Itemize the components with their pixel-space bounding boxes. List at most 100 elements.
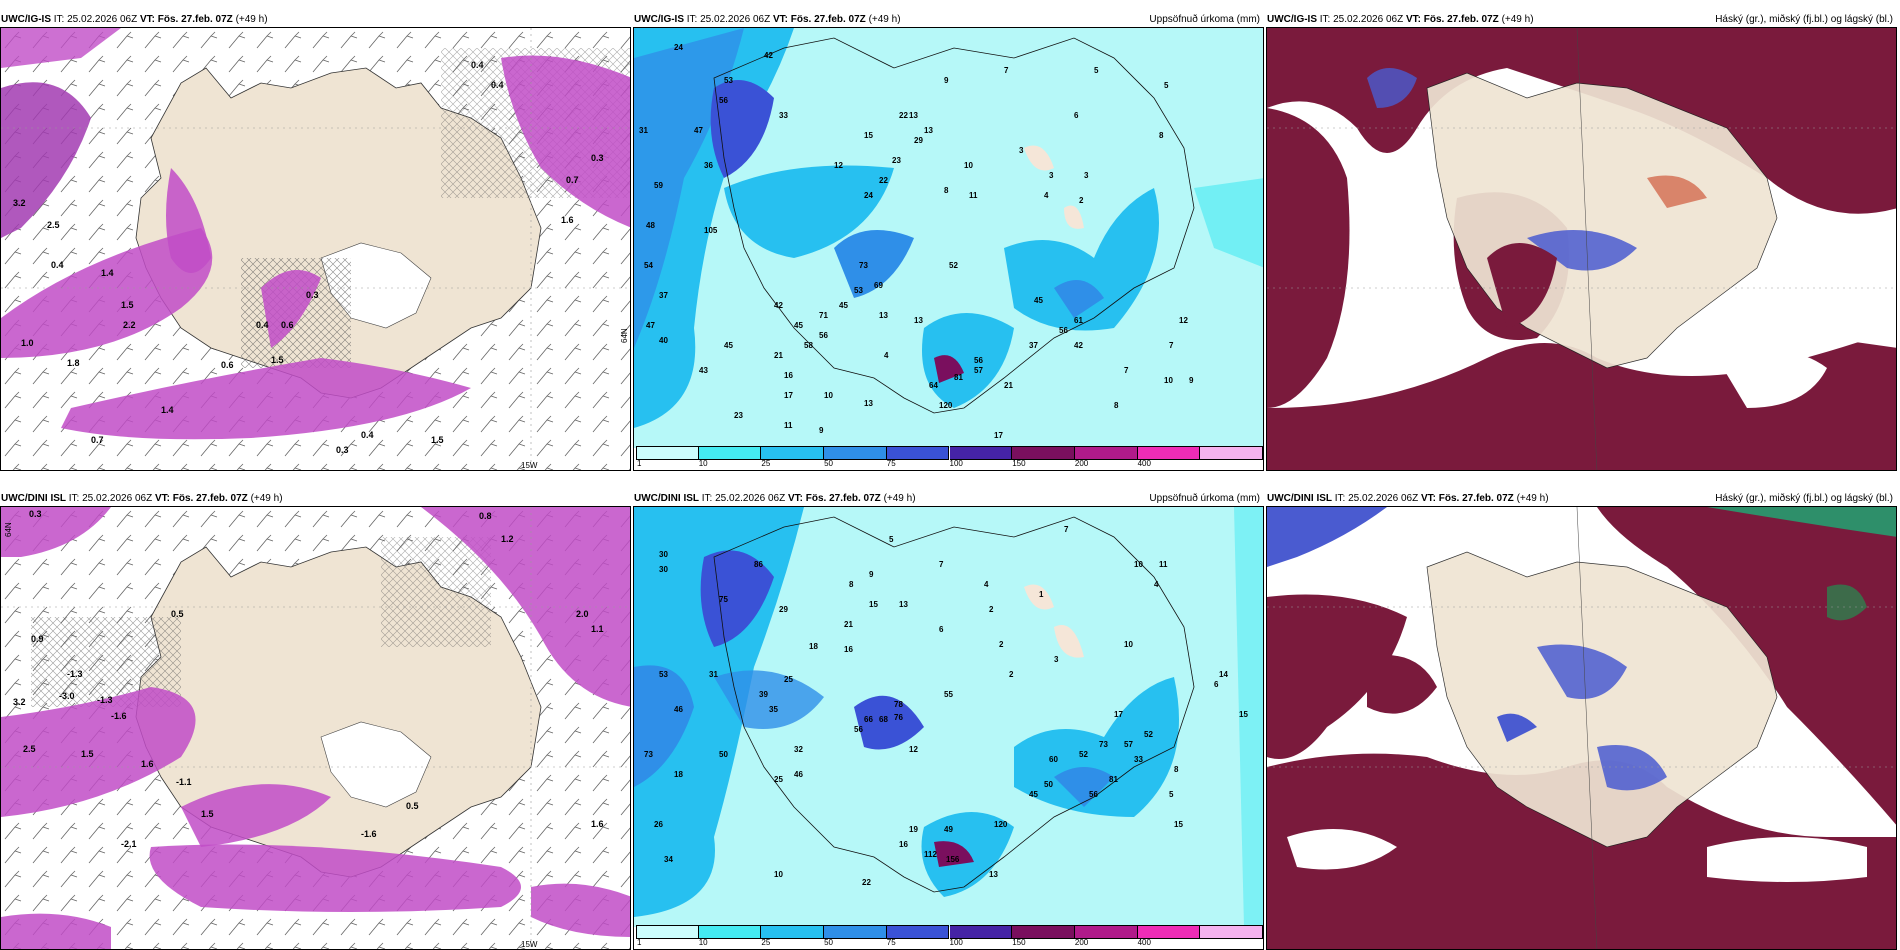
value-label: 53 [659,670,668,679]
value-label: 0.4 [491,80,504,90]
value-label: 45 [1034,296,1043,305]
value-label: 4 [884,351,889,360]
colorbar-tick-label: 200 [1074,938,1089,947]
colorbar-swatch [636,446,699,460]
lead-time: (+49 h) [1516,493,1549,504]
value-label: 105 [704,226,718,235]
value-label: 1.4 [161,405,174,415]
value-label: 22 [899,111,908,120]
value-label: 10 [824,391,833,400]
value-label: 0.4 [471,60,484,70]
value-label: 5 [1164,81,1169,90]
value-label: 61 [1074,316,1083,325]
value-label: 8 [1159,131,1164,140]
value-label: 39 [759,690,768,699]
it-label: IT: [1319,14,1331,25]
value-label: 0.5 [406,801,419,811]
value-label: 76 [894,713,903,722]
value-label: 13 [989,870,998,879]
value-label: 13 [879,311,888,320]
value-label: 0.8 [479,511,492,521]
value-label: 1.5 [431,435,444,445]
value-label: 43 [699,366,708,375]
value-label: 23 [734,411,743,420]
map-canvas: 0.3 0.8 1.2 0.9 0.5 2.0 1.1 -1.3 -3.0 -1… [1,507,630,949]
colorbar-swatch [1137,446,1201,460]
value-label: 53 [724,76,733,85]
value-label: 10 [774,870,783,879]
value-label: 29 [914,136,923,145]
value-label: 0.6 [281,320,294,330]
map-clouds-ig [1266,27,1897,471]
it-value: 25.02.2026 06Z [67,14,138,25]
panel-clouds-ig: UWC/IG-IS IT: 25.02.2026 06Z VT: Fös. 27… [1266,13,1897,471]
value-label: 0.3 [306,290,319,300]
value-label: 16 [844,645,853,654]
colorbar-swatch [949,446,1013,460]
value-label: 64 [929,381,938,390]
value-label: 2 [1079,196,1084,205]
it-value: 25.02.2026 06Z [700,14,771,25]
value-label: 11 [969,191,978,200]
colorbar-swatch [886,446,950,460]
value-label: 21 [844,620,853,629]
vt-label: VT: [1420,493,1436,504]
value-label: 52 [1144,730,1153,739]
value-label: 45 [724,341,733,350]
value-label: 4 [984,580,989,589]
value-label: 2.2 [123,320,136,330]
value-label: 42 [1074,341,1083,350]
value-label: 12 [834,161,843,170]
value-label: 10 [964,161,973,170]
value-label: 57 [1124,740,1133,749]
it-label: IT: [701,493,713,504]
value-label: 15 [864,131,873,140]
value-label: 81 [954,373,963,382]
value-label: 45 [794,321,803,330]
value-label: 1.5 [271,355,284,365]
value-label: 33 [1134,755,1143,764]
value-label: 21 [774,351,783,360]
colorbar-swatch [761,446,825,460]
colorbar-swatch [698,925,762,939]
colorbar-tick-label: 150 [1012,459,1026,468]
value-label: 12 [1179,316,1188,325]
colorbar-swatch [761,925,825,939]
value-label: 56 [974,356,983,365]
value-label: 18 [809,642,818,651]
panel-title: Uppsöfnuð úrkoma (mm) [1149,14,1260,25]
value-label: 1.5 [121,300,134,310]
value-label: 3.2 [13,198,26,208]
panel-header: UWC/DINI ISL IT: 25.02.2026 06Z VT: Fös.… [0,492,631,506]
value-label: 2.5 [47,220,60,230]
value-label: 75 [719,595,728,604]
value-label: 19 [909,825,918,834]
colorbar-swatch [1012,446,1075,460]
colorbar-swatch [1074,446,1138,460]
vt-value: Fös. 27.feb. 07Z [1423,14,1499,25]
colorbar-swatch [1012,925,1075,939]
value-label: 13 [924,126,933,135]
value-label: 60 [1049,755,1058,764]
map-precip-dini: 30 30 53 73 75 86 46 29 21 16 18 25 15 1… [633,506,1264,950]
value-label: 25 [784,675,793,684]
value-label: 1.6 [591,819,604,829]
value-label: 0.4 [361,430,374,440]
value-label: 32 [794,745,803,754]
colorbar-tick-label: 75 [886,459,896,468]
value-label: 1.5 [81,749,94,759]
value-label: 48 [646,221,655,230]
value-label: 23 [892,156,901,165]
value-label: 86 [754,560,763,569]
value-label: 73 [1099,740,1108,749]
model-name: UWC/DINI ISL [1,493,66,504]
value-label: 2 [1009,670,1014,679]
value-label: 47 [646,321,655,330]
colorbar-tick-label: 100 [949,459,963,468]
map-clouds-dini [1266,506,1897,950]
value-label: 1.5 [201,809,214,819]
value-label: 7 [1124,366,1129,375]
value-label: 49 [944,825,953,834]
vt-value: Fös. 27.feb. 07Z [157,14,233,25]
panel-header: UWC/IG-IS IT: 25.02.2026 06Z VT: Fös. 27… [1266,13,1897,27]
